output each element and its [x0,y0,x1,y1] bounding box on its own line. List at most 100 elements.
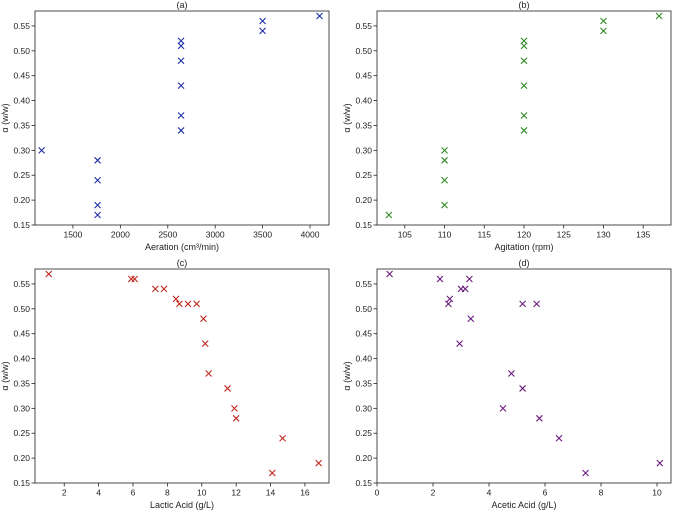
y-tick-label-b: 0.50 [355,46,372,56]
data-point-d [461,285,469,293]
data-point-c [160,285,168,293]
data-point-c [315,459,323,467]
chart-title-c: (c) [177,258,188,268]
data-point-c [224,385,231,392]
data-point-d [386,270,393,278]
data-point-a [177,127,185,134]
data-point-b [520,112,528,119]
data-point-d [582,469,589,477]
y-tick-label-a: 0.35 [13,120,30,130]
y-tick-label-b: 0.25 [355,170,372,180]
data-point-a [94,211,101,219]
x-tick-label-a: 3000 [206,230,225,240]
chart-title-b: (b) [519,0,530,10]
data-point-c [279,434,286,442]
y-tick-label-c: 0.35 [13,378,30,388]
data-point-c [200,315,207,323]
y-tick-label-a: 0.45 [13,71,30,81]
y-tick-label-a: 0.55 [13,21,30,31]
x-tick-label-c: 10 [197,488,207,498]
chart-title-a: (a) [177,0,188,10]
data-point-a [94,201,101,209]
y-tick-label-d: 0.35 [355,378,372,388]
x-tick-label-c: 6 [131,488,136,498]
data-point-d [466,275,473,283]
x-tick-label-d: 4 [487,488,492,498]
y-tick-label-c: 0.40 [13,354,30,364]
data-point-c [172,295,180,303]
data-point-b [441,156,448,164]
plot-frame-c [34,268,330,484]
chart-panel-a: (a) 1500 2000 2500 3000 3500 4000 0.15 0.20 0.25 0… [0,0,330,252]
y-tick-label-c: 0.50 [13,304,30,314]
data-point-d [467,315,475,323]
chart-title-d: (d) [519,258,530,268]
y-axis-label-d: α (w/w) [342,361,352,390]
plot-frame-d [376,268,672,484]
y-tick-label-a: 0.40 [13,96,30,106]
data-point-b [520,82,528,90]
x-tick-label-b: 110 [438,230,452,240]
data-point-b [441,176,448,184]
x-tick-label-a: 2500 [158,230,177,240]
data-point-d [446,295,454,303]
chart-panel-d: (d) 0 2 4 6 8 10 0.15 0.20 0.25 0.30 0.35 0.40 0.45 0.… [342,258,672,510]
x-tick-label-b: 120 [517,230,531,240]
x-tick-label-b: 105 [398,230,412,240]
y-tick-label-d: 0.45 [355,329,372,339]
x-tick-label-c: 12 [231,488,241,498]
data-point-d [508,370,515,377]
y-tick-label-d: 0.55 [355,279,372,289]
x-tick-label-b: 130 [596,230,610,240]
data-point-b [520,42,528,50]
data-point-d [445,300,452,308]
data-point-a [177,112,185,119]
x-tick-label-d: 0 [375,488,380,498]
data-point-b [600,27,607,35]
y-tick-label-c: 0.25 [13,428,30,438]
x-tick-label-a: 1500 [63,230,82,240]
data-point-c [184,300,192,308]
y-tick-label-a: 0.25 [13,170,30,180]
x-tick-label-d: 10 [652,488,662,498]
x-tick-label-a: 2000 [111,230,130,240]
x-axis-label-c: Lactic Acid (g/L) [150,500,214,510]
y-tick-label-b: 0.30 [355,145,372,155]
x-tick-label-b: 115 [477,230,491,240]
plot-frame-a [34,10,330,226]
y-axis-label-a: α (w/w) [0,103,10,132]
y-tick-label-d: 0.25 [355,428,372,438]
x-tick-label-b: 125 [557,230,571,240]
x-tick-label-d: 2 [431,488,436,498]
data-point-c [151,285,159,293]
y-axis-label-c: α (w/w) [0,361,10,390]
y-tick-label-d: 0.40 [355,354,372,364]
data-point-c [205,370,213,377]
data-point-d [499,404,507,412]
y-tick-label-b: 0.20 [355,195,372,205]
y-tick-label-c: 0.45 [13,329,30,339]
data-point-d [555,434,563,442]
chart-panel-b: (b) 105 110 115 120 125 130 135 0.15 0.20 0.25 0.30… [342,0,672,252]
data-point-a [177,37,185,45]
data-point-a [259,27,267,35]
chart-panel-c: (c) 2 4 6 8 10 12 14 16 0.15 0.20 0.25 0.30 0.35 0.40 0… [0,258,330,510]
data-point-b [520,57,528,65]
data-point-b [441,146,448,154]
y-tick-label-c: 0.30 [13,403,30,413]
y-tick-label-a: 0.20 [13,195,30,205]
y-tick-label-a: 0.15 [13,220,30,230]
data-point-c [232,414,240,422]
data-point-d [436,275,444,283]
data-point-d [456,340,463,348]
data-point-c [176,300,183,308]
x-axis-label-d: Acetic Acid (g/L) [491,500,556,510]
data-point-a [38,146,46,154]
y-tick-label-b: 0.35 [355,120,372,130]
x-tick-label-c: 4 [96,488,101,498]
x-tick-label-d: 8 [599,488,604,498]
data-point-c [201,340,209,348]
x-tick-label-b: 135 [636,230,650,240]
x-axis-label-a: Aeration (cm³/min) [145,242,219,252]
